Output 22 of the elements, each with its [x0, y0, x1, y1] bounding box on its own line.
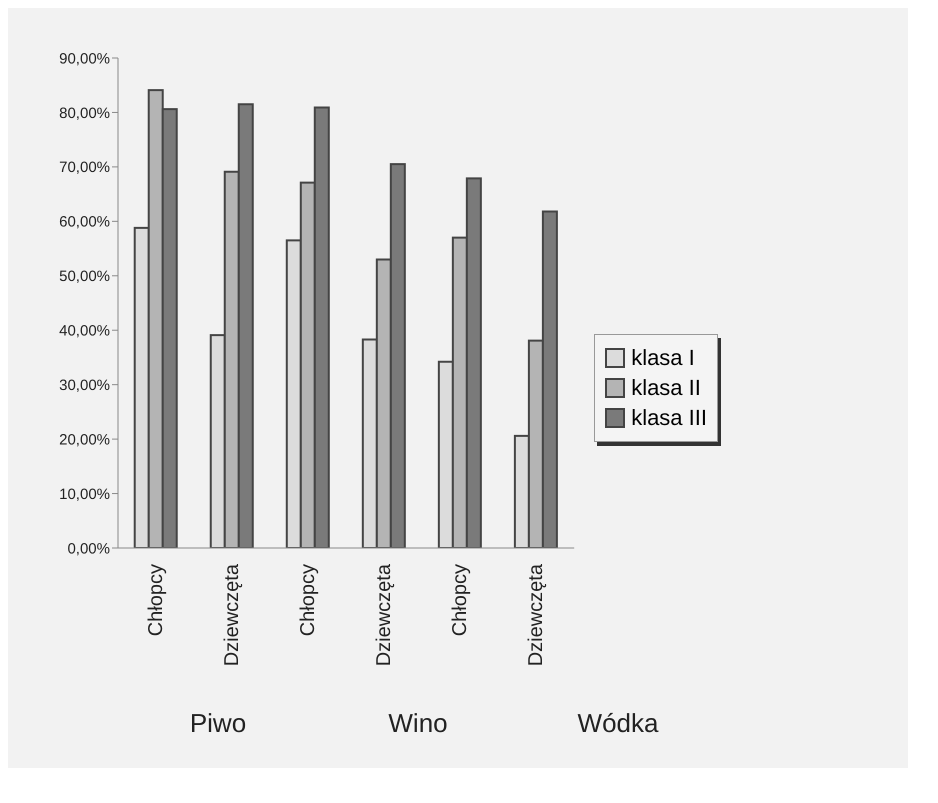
y-tick-label: 90,00%	[59, 50, 110, 68]
y-tick-label: 0,00%	[67, 540, 110, 558]
x-tick-label: Chłopcy	[449, 564, 472, 636]
x-tick-label: Dziewczęta	[221, 563, 244, 666]
text: Wino	[387, 708, 449, 739]
text: Wódka	[576, 708, 660, 739]
x-tick-label: Chłopcy	[297, 564, 320, 636]
y-tick-label: 80,00%	[59, 104, 110, 122]
x-tick-label: Dziewczęta	[373, 563, 396, 666]
legend-label: klasa III	[631, 405, 707, 431]
y-tick-label: 50,00%	[59, 268, 110, 286]
y-tick-label: 40,00%	[59, 322, 110, 340]
y-tick-label: 60,00%	[59, 214, 110, 231]
y-tick-label: 20,00%	[59, 431, 110, 448]
y-tick-label: 10,00%	[59, 486, 110, 503]
x-tick-label: Dziewczęta	[525, 563, 548, 666]
y-tick-label: 70,00%	[59, 159, 110, 176]
x-tick-label: Chłopcy	[145, 564, 168, 636]
y-tick-label: 30,00%	[59, 376, 110, 394]
legend-label: klasa I	[631, 345, 695, 371]
legend-label: klasa II	[631, 375, 701, 401]
text: Piwo	[188, 708, 248, 739]
